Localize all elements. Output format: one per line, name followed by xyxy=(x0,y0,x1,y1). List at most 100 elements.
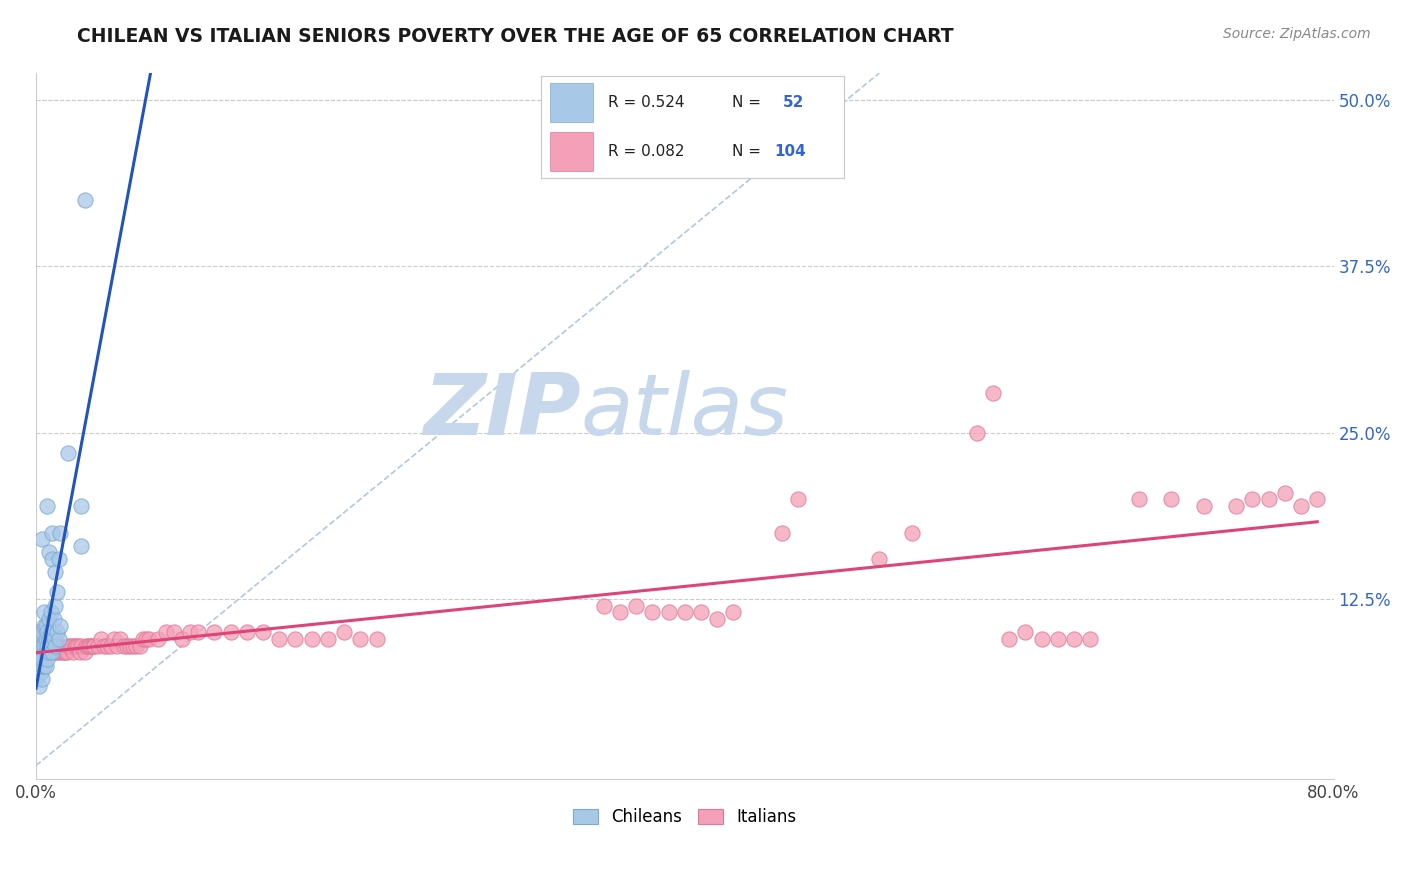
Point xyxy=(38,645,60,659)
Point xyxy=(38,612,60,626)
Point xyxy=(80,639,103,653)
Point xyxy=(30,665,52,680)
Point xyxy=(32,639,55,653)
Point xyxy=(1225,499,1247,513)
Point xyxy=(30,632,52,646)
Point xyxy=(236,625,259,640)
Point xyxy=(37,499,59,513)
Point xyxy=(1306,492,1329,507)
Point xyxy=(155,625,177,640)
Point xyxy=(44,599,66,613)
Point xyxy=(901,525,924,540)
Point xyxy=(31,652,53,666)
Point xyxy=(34,619,56,633)
Point xyxy=(48,552,70,566)
Point xyxy=(333,625,356,640)
Point xyxy=(39,645,62,659)
Point xyxy=(269,632,291,646)
Point xyxy=(316,632,339,646)
Point xyxy=(41,525,63,540)
Point xyxy=(73,645,96,659)
Point xyxy=(86,639,108,653)
Point xyxy=(51,645,73,659)
Point xyxy=(34,658,56,673)
Point xyxy=(63,639,86,653)
Point xyxy=(73,193,96,207)
Point xyxy=(1192,499,1215,513)
Point xyxy=(42,612,65,626)
Point xyxy=(37,645,59,659)
Point xyxy=(115,639,138,653)
Point xyxy=(32,639,55,653)
Point xyxy=(52,645,75,659)
Point xyxy=(981,385,1004,400)
Point xyxy=(138,632,160,646)
Text: R = 0.524: R = 0.524 xyxy=(607,95,685,110)
Point xyxy=(32,645,55,659)
Point xyxy=(1289,499,1312,513)
Point xyxy=(38,645,60,659)
Point xyxy=(1274,485,1296,500)
Point xyxy=(41,552,63,566)
Point xyxy=(34,645,56,659)
Point xyxy=(62,645,84,659)
Point xyxy=(28,632,51,646)
Point xyxy=(1241,492,1264,507)
Point xyxy=(42,632,65,646)
Point xyxy=(49,619,72,633)
Text: ZIP: ZIP xyxy=(423,370,581,453)
Point xyxy=(105,639,128,653)
Point xyxy=(30,632,52,646)
Point xyxy=(32,606,55,620)
Point xyxy=(44,639,66,653)
Point xyxy=(1031,632,1053,646)
Point xyxy=(1128,492,1150,507)
Point xyxy=(966,425,988,440)
Point xyxy=(70,539,93,553)
Point xyxy=(65,639,87,653)
Point xyxy=(252,625,274,640)
Point xyxy=(170,632,193,646)
Point xyxy=(42,645,65,659)
Point xyxy=(1257,492,1279,507)
Point xyxy=(59,639,82,653)
Point xyxy=(31,652,53,666)
Point xyxy=(100,639,122,653)
Point xyxy=(32,632,55,646)
Point xyxy=(27,632,49,646)
Point xyxy=(103,632,125,646)
Point xyxy=(624,599,647,613)
Point xyxy=(48,645,70,659)
Point xyxy=(39,625,62,640)
Point xyxy=(90,632,112,646)
Point xyxy=(58,639,80,653)
Point xyxy=(48,632,70,646)
Point xyxy=(39,606,62,620)
Point xyxy=(28,679,51,693)
Text: R = 0.082: R = 0.082 xyxy=(607,145,685,160)
Point xyxy=(27,645,49,659)
Point xyxy=(41,645,63,659)
Point xyxy=(770,525,793,540)
Point xyxy=(25,658,48,673)
Point xyxy=(31,532,53,546)
Point xyxy=(37,625,59,640)
Point xyxy=(187,625,209,640)
Point xyxy=(58,445,80,459)
Point xyxy=(67,639,90,653)
Point xyxy=(1046,632,1069,646)
Point xyxy=(39,639,62,653)
Point xyxy=(998,632,1021,646)
Point xyxy=(28,652,51,666)
Point xyxy=(96,639,118,653)
Point xyxy=(27,639,49,653)
Point xyxy=(37,652,59,666)
Point xyxy=(53,645,76,659)
Point xyxy=(25,658,48,673)
Point xyxy=(41,645,63,659)
Point xyxy=(690,606,713,620)
Point xyxy=(349,632,371,646)
Point xyxy=(46,625,69,640)
Point xyxy=(38,639,60,653)
Legend: Chileans, Italians: Chileans, Italians xyxy=(564,799,806,834)
